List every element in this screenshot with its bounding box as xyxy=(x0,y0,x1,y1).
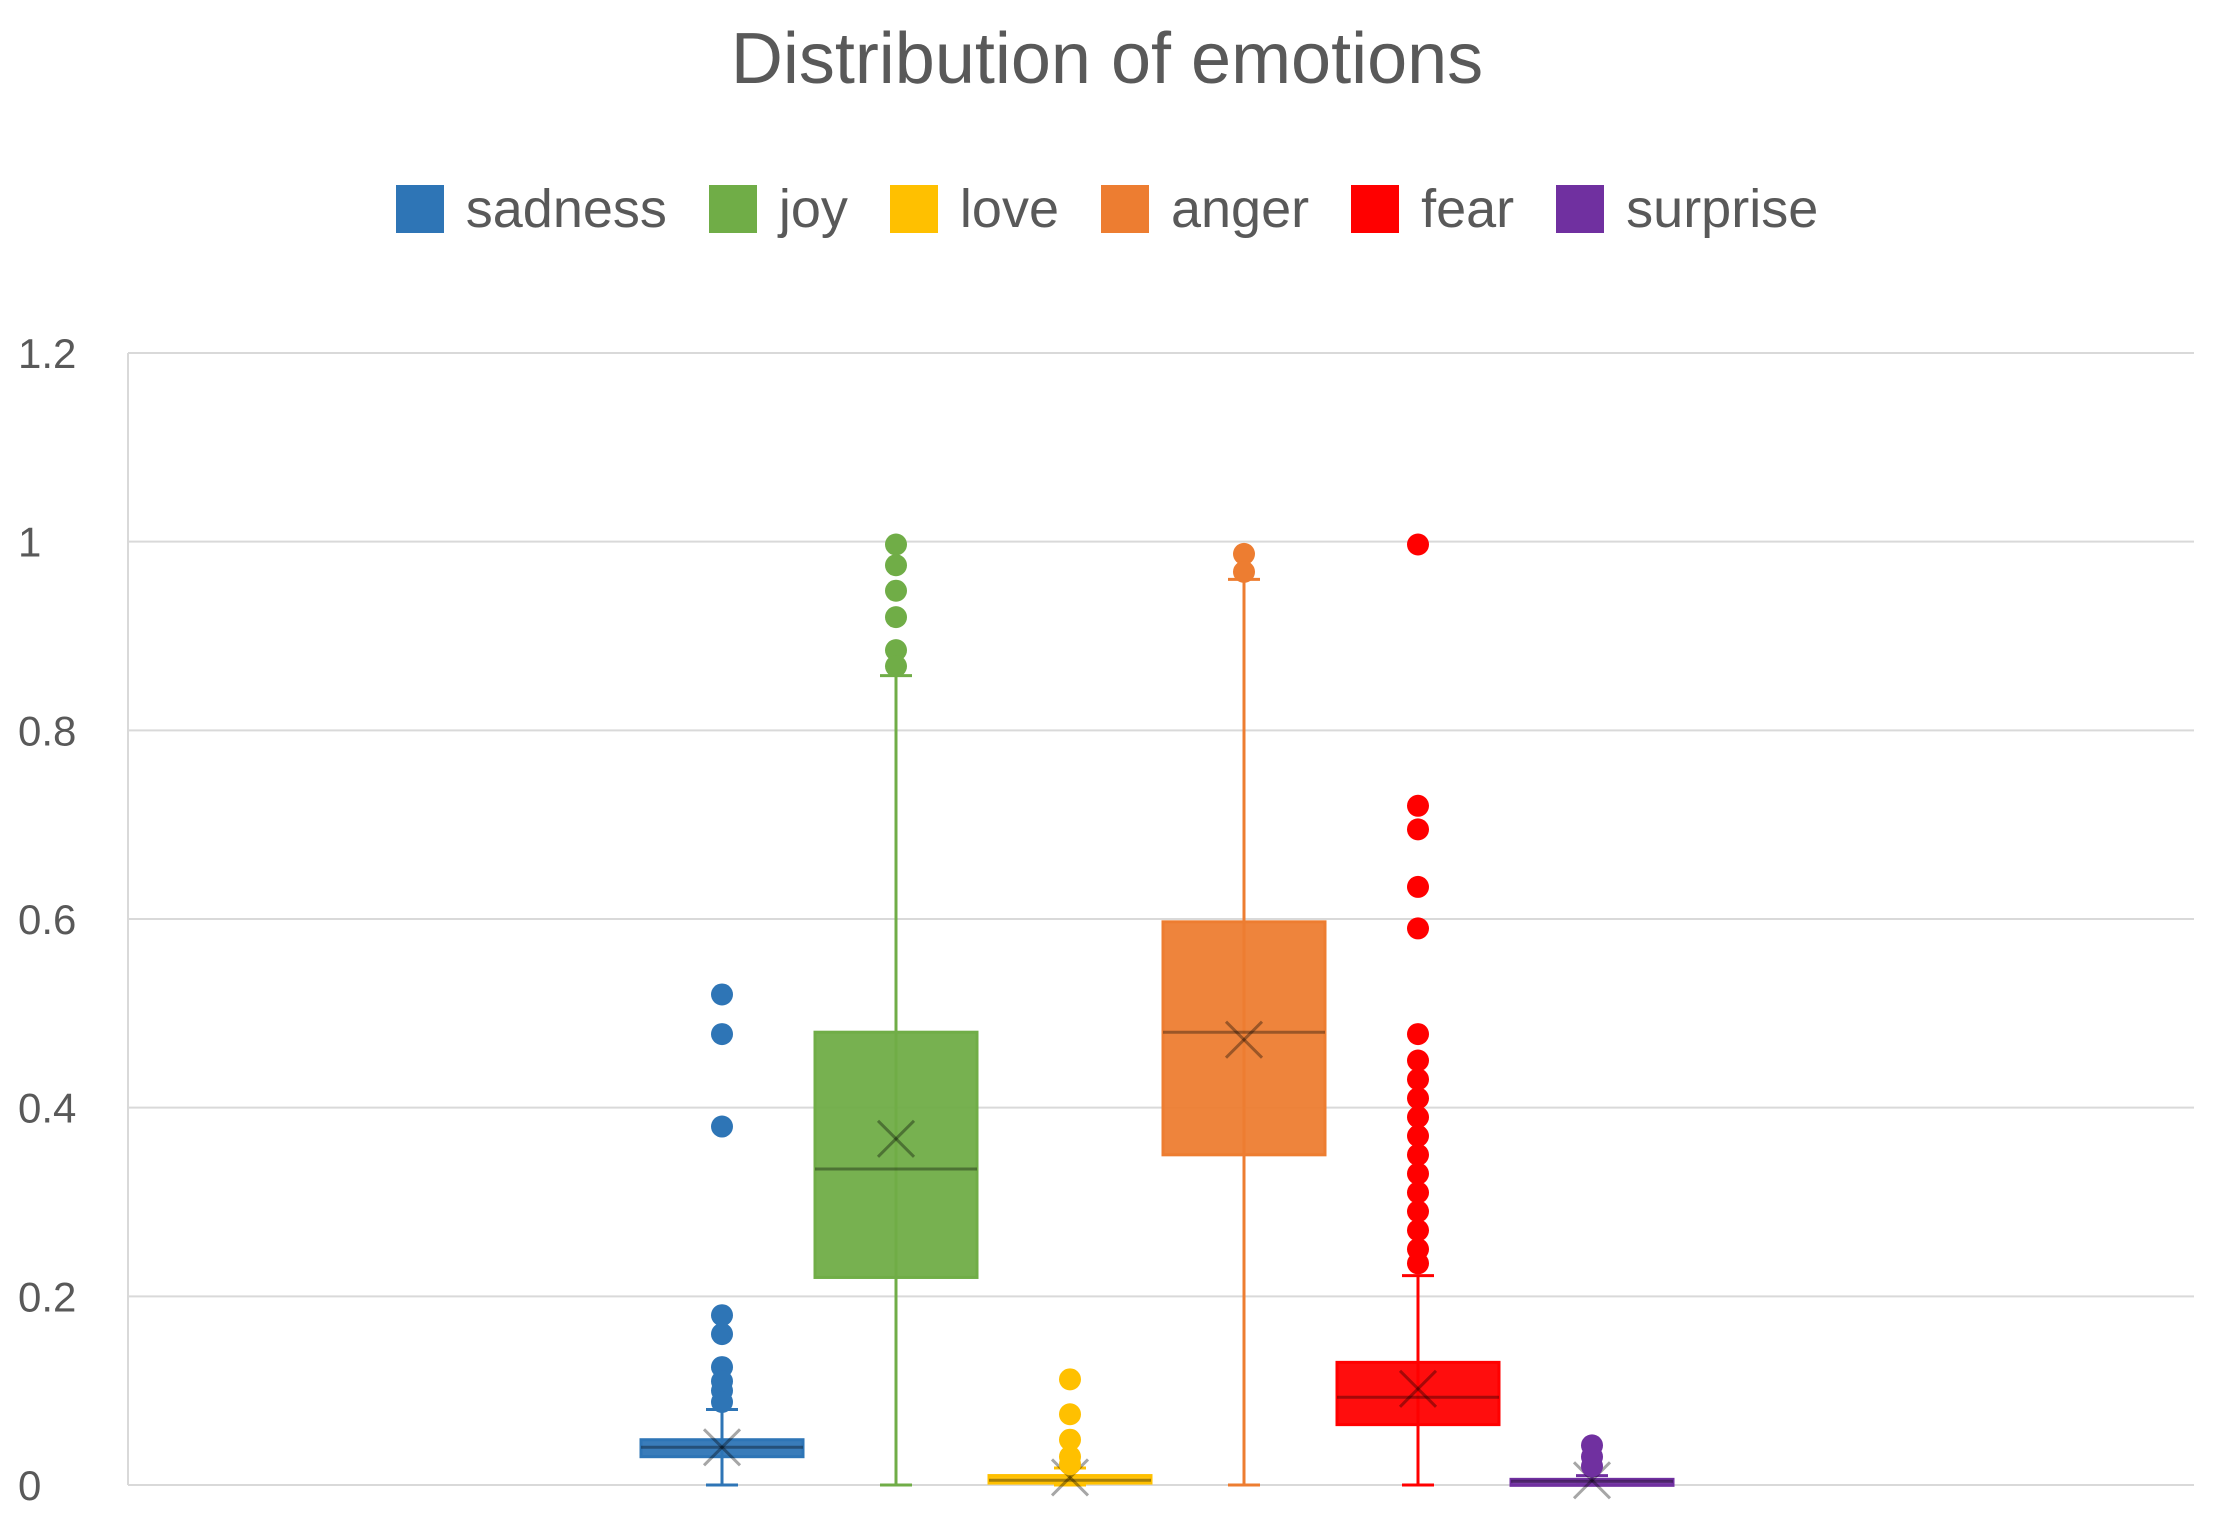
mean-marker-anger xyxy=(1224,1020,1264,1059)
legend: sadness joy love anger fear surprise xyxy=(0,178,2214,240)
outlier-point-joy xyxy=(885,579,907,602)
outlier-point-joy xyxy=(885,554,907,577)
outlier-point-fear xyxy=(1407,533,1429,556)
outlier-point-anger xyxy=(1233,560,1255,583)
legend-swatch-anger xyxy=(1100,185,1149,233)
outlier-point-love xyxy=(1059,1403,1081,1426)
box-anger xyxy=(1161,920,1327,1157)
outlier-point-fear xyxy=(1407,1162,1429,1185)
outlier-point-joy xyxy=(885,639,907,662)
legend-label-surprise: surprise xyxy=(1626,179,1819,239)
outlier-point-joy xyxy=(885,606,907,629)
outlier-point-fear xyxy=(1407,1049,1429,1072)
chart-title: Distribution of emotions xyxy=(730,19,1484,99)
outlier-point-fear xyxy=(1407,1087,1429,1110)
y-tick-label: 1 xyxy=(18,519,41,566)
mean-marker-surprise xyxy=(1572,1461,1612,1500)
mean-marker-love xyxy=(1050,1458,1090,1497)
outlier-point-fear xyxy=(1407,1200,1429,1223)
mean-marker-anger xyxy=(1224,1020,1264,1059)
mean-marker-sadness xyxy=(702,1428,742,1467)
y-tick-label: 0.8 xyxy=(18,707,76,754)
outlier-point-fear xyxy=(1407,1068,1429,1091)
outlier-point-fear xyxy=(1407,1023,1429,1046)
y-tick-label: 0.4 xyxy=(18,1085,76,1132)
box-fear xyxy=(1335,1360,1501,1427)
outlier-point-fear xyxy=(1407,1181,1429,1204)
y-tick-label: 0.2 xyxy=(18,1273,76,1320)
outlier-point-fear xyxy=(1407,1106,1429,1129)
outlier-point-joy xyxy=(885,655,907,678)
legend-item-sadness: sadness xyxy=(395,178,667,240)
mean-marker-love xyxy=(1050,1458,1090,1497)
y-tick-label: 0 xyxy=(18,1462,41,1509)
outlier-point-fear xyxy=(1407,917,1429,940)
box-surprise xyxy=(1509,1477,1675,1487)
mean-marker-surprise xyxy=(1572,1461,1612,1500)
outlier-point-fear xyxy=(1407,1219,1429,1242)
y-tick-label: 1.2 xyxy=(18,330,76,377)
mean-marker-fear xyxy=(1398,1369,1438,1408)
legend-swatch-joy xyxy=(708,185,757,233)
outlier-point-joy xyxy=(885,533,907,556)
outlier-point-sadness xyxy=(711,1115,733,1138)
mean-marker-joy xyxy=(876,1119,916,1158)
legend-label-joy: joy xyxy=(778,179,848,239)
outlier-point-sadness xyxy=(711,1304,733,1327)
legend-swatch-surprise xyxy=(1556,185,1605,233)
outlier-point-love xyxy=(1059,1368,1081,1391)
outlier-point-fear xyxy=(1407,1143,1429,1166)
box-love xyxy=(987,1474,1153,1485)
box-sadness xyxy=(639,1438,805,1459)
outlier-point-fear xyxy=(1407,1124,1429,1147)
mean-marker-joy xyxy=(876,1119,916,1158)
legend-item-anger: anger xyxy=(1100,178,1310,240)
y-tick-label: 0.6 xyxy=(18,896,76,943)
outlier-point-fear xyxy=(1407,818,1429,841)
outlier-point-surprise xyxy=(1581,1455,1603,1478)
legend-item-surprise: surprise xyxy=(1556,178,1818,240)
legend-label-sadness: sadness xyxy=(465,179,667,239)
outlier-point-anger xyxy=(1233,542,1255,565)
outlier-point-fear xyxy=(1407,794,1429,817)
mean-marker-fear xyxy=(1398,1369,1438,1408)
mean-marker-sadness xyxy=(702,1428,742,1467)
outlier-point-fear xyxy=(1407,1252,1429,1275)
legend-item-fear: fear xyxy=(1351,178,1514,240)
outlier-point-sadness xyxy=(711,1323,733,1346)
outlier-point-sadness xyxy=(711,1390,733,1413)
outlier-point-love xyxy=(1059,1453,1081,1476)
outlier-point-fear xyxy=(1407,875,1429,898)
legend-swatch-love xyxy=(889,185,938,233)
legend-item-love: love xyxy=(889,178,1059,240)
outlier-point-sadness xyxy=(711,1023,733,1046)
outlier-point-sadness xyxy=(711,983,733,1006)
box-joy xyxy=(813,1030,979,1279)
legend-swatch-fear xyxy=(1351,185,1400,233)
legend-label-fear: fear xyxy=(1421,179,1515,239)
legend-label-anger: anger xyxy=(1170,179,1310,239)
legend-swatch-sadness xyxy=(395,185,444,233)
legend-item-joy: joy xyxy=(708,178,848,240)
legend-label-love: love xyxy=(959,179,1059,239)
outlier-point-love xyxy=(1059,1428,1081,1451)
